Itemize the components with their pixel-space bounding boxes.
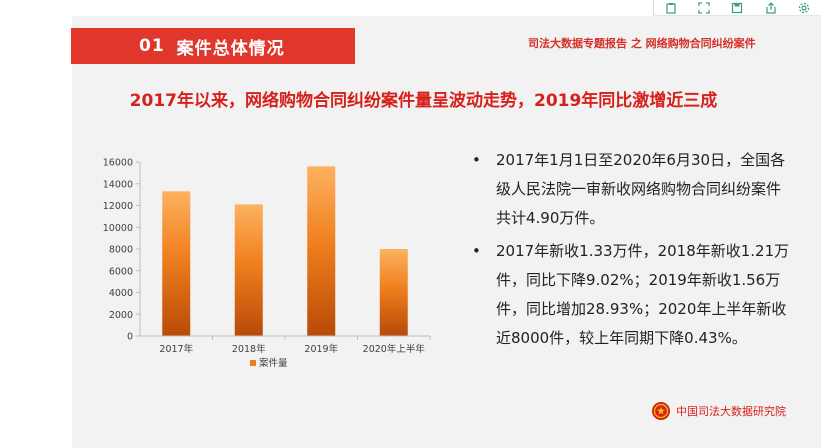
x-tick-label: 2020年上半年	[363, 343, 426, 355]
bars	[162, 166, 408, 336]
bar-chart: 0 2000 4000 6000 8000 10000 12000 14000 16000 20…	[100, 150, 440, 390]
export-icon[interactable]	[760, 1, 782, 15]
headline: 2017年以来，网络购物合同纠纷案件量呈波动走势，2019年同比激增近三成	[129, 91, 718, 111]
x-axis: 2017年 2018年 2019年 2020年上半年	[140, 335, 431, 355]
y-tick-label: 4000	[109, 288, 133, 299]
y-tick-label: 2000	[109, 310, 133, 321]
settings-icon[interactable]	[793, 1, 815, 15]
y-tick-label: 12000	[103, 201, 133, 212]
section-title: 案件总体情况	[176, 38, 285, 59]
bar	[234, 204, 263, 336]
y-tick-label: 0	[127, 332, 133, 343]
y-tick-label: 8000	[109, 245, 133, 256]
toolbar	[653, 0, 821, 16]
national-emblem-icon	[652, 402, 670, 420]
footer-label: 中国司法大数据研究院	[676, 405, 786, 418]
legend: 案件量	[250, 357, 288, 369]
expand-icon[interactable]	[693, 1, 715, 15]
footer-logo: 中国司法大数据研究院	[651, 401, 786, 421]
chart-canvas: 0 2000 4000 6000 8000 10000 12000 14000 16000 20…	[103, 158, 431, 369]
bullet-item: • 2017年新收1.33万件，2018年新收1.21万件，同比下降9.02%；…	[472, 237, 792, 353]
bar	[307, 166, 336, 336]
bullet-dot: •	[472, 242, 481, 260]
bullet-list: • 2017年1月1日至2020年6月30日，全国各级人民法院一审新收网络购物合…	[472, 146, 792, 357]
y-axis: 0 2000 4000 6000 8000 10000 12000 14000 16000	[103, 158, 141, 343]
y-tick-label: 10000	[103, 223, 133, 234]
x-tick-label: 2017年	[159, 343, 193, 355]
bar	[162, 191, 191, 336]
bullet-dot: •	[472, 151, 481, 169]
bullet-text: 2017年新收1.33万件，2018年新收1.21万件，同比下降9.02%；20…	[496, 242, 790, 347]
legend-swatch	[250, 360, 256, 366]
y-tick-label: 14000	[103, 179, 133, 190]
bullet-text: 2017年1月1日至2020年6月30日，全国各级人民法院一审新收网络购物合同纠…	[496, 151, 786, 227]
save-icon[interactable]	[726, 1, 748, 15]
x-tick-label: 2018年	[232, 343, 266, 355]
bar	[379, 249, 408, 336]
slide-background	[72, 16, 821, 448]
clipboard-icon[interactable]	[660, 1, 682, 15]
y-tick-label: 16000	[103, 158, 133, 169]
bullet-item: • 2017年1月1日至2020年6月30日，全国各级人民法院一审新收网络购物合…	[472, 146, 792, 233]
section-number: 01	[139, 36, 165, 56]
report-tag: 司法大数据专题报告 之 网络购物合同纠纷案件	[528, 37, 756, 50]
legend-label: 案件量	[259, 357, 288, 369]
x-tick-label: 2019年	[304, 343, 338, 355]
y-tick-label: 6000	[109, 266, 133, 277]
section-banner: 01 案件总体情况	[71, 28, 355, 64]
